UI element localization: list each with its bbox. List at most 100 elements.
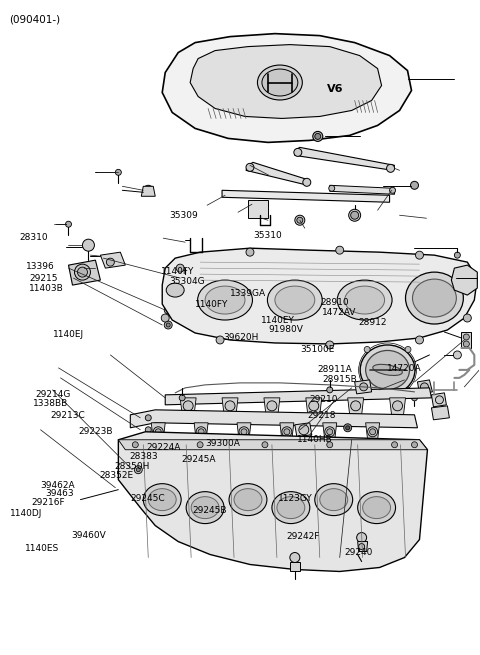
Text: 29215: 29215 — [29, 274, 58, 283]
Text: 39300A: 39300A — [205, 439, 240, 447]
Text: 29245A: 29245A — [181, 455, 216, 464]
Circle shape — [115, 170, 121, 176]
Circle shape — [368, 427, 378, 437]
Circle shape — [405, 346, 411, 352]
Circle shape — [411, 395, 418, 401]
Text: 29242F: 29242F — [287, 532, 320, 541]
Ellipse shape — [277, 496, 305, 519]
Circle shape — [144, 185, 153, 195]
Text: 29245B: 29245B — [192, 506, 227, 515]
Ellipse shape — [191, 496, 219, 519]
Ellipse shape — [345, 286, 384, 314]
Text: 1140EY: 1140EY — [261, 316, 294, 325]
Text: 1140FY: 1140FY — [194, 300, 228, 309]
Circle shape — [145, 415, 151, 421]
Circle shape — [166, 323, 170, 327]
Circle shape — [183, 401, 193, 411]
Circle shape — [262, 441, 268, 448]
Text: 29216F: 29216F — [32, 498, 65, 507]
Circle shape — [329, 185, 335, 191]
Circle shape — [181, 274, 189, 282]
Circle shape — [216, 336, 224, 344]
Circle shape — [346, 426, 350, 430]
Circle shape — [132, 441, 138, 448]
Polygon shape — [366, 422, 380, 440]
Circle shape — [145, 427, 151, 433]
Circle shape — [360, 383, 368, 391]
Polygon shape — [151, 422, 165, 440]
Polygon shape — [162, 248, 477, 344]
Text: 1140FY: 1140FY — [161, 267, 194, 276]
Circle shape — [239, 427, 249, 437]
Text: 29210: 29210 — [310, 395, 338, 404]
Text: 39462A: 39462A — [40, 481, 75, 489]
Ellipse shape — [363, 496, 391, 519]
Circle shape — [435, 396, 444, 404]
Text: 13396: 13396 — [25, 261, 54, 271]
Ellipse shape — [148, 489, 176, 511]
Circle shape — [65, 221, 72, 227]
Circle shape — [198, 429, 204, 435]
Text: 1140EJ: 1140EJ — [53, 330, 84, 339]
Text: 1338BB: 1338BB — [33, 400, 69, 409]
Circle shape — [416, 251, 423, 259]
Circle shape — [392, 441, 397, 448]
Circle shape — [416, 336, 423, 344]
Text: 28910: 28910 — [321, 297, 349, 307]
Polygon shape — [100, 252, 125, 268]
Circle shape — [344, 424, 352, 432]
Circle shape — [393, 401, 403, 411]
Circle shape — [155, 429, 161, 435]
Text: 29213C: 29213C — [50, 411, 85, 420]
Circle shape — [179, 395, 185, 401]
Polygon shape — [237, 422, 251, 440]
Polygon shape — [323, 422, 336, 440]
Text: 1339GA: 1339GA — [230, 289, 266, 298]
Text: 35310: 35310 — [253, 231, 282, 240]
Ellipse shape — [198, 280, 252, 320]
Text: 29218: 29218 — [307, 411, 336, 420]
Circle shape — [327, 429, 333, 435]
Ellipse shape — [257, 65, 302, 100]
Polygon shape — [162, 33, 411, 142]
Circle shape — [77, 267, 87, 277]
Circle shape — [410, 181, 419, 189]
Text: 28911A: 28911A — [318, 365, 352, 374]
Circle shape — [74, 264, 90, 280]
Polygon shape — [451, 265, 477, 295]
Ellipse shape — [320, 489, 348, 511]
Polygon shape — [119, 432, 428, 571]
Text: 28383: 28383 — [129, 453, 157, 461]
Text: 29245C: 29245C — [130, 495, 165, 503]
Circle shape — [348, 209, 360, 221]
Text: 1140ES: 1140ES — [24, 544, 59, 553]
Circle shape — [327, 441, 333, 448]
Circle shape — [364, 346, 370, 352]
Text: 14720A: 14720A — [387, 364, 422, 373]
Text: 35100E: 35100E — [300, 345, 334, 354]
Ellipse shape — [272, 492, 310, 523]
Ellipse shape — [373, 364, 402, 375]
Ellipse shape — [267, 280, 322, 320]
Circle shape — [327, 387, 333, 393]
Polygon shape — [248, 200, 268, 218]
Circle shape — [463, 341, 469, 347]
Circle shape — [294, 149, 302, 157]
Circle shape — [303, 178, 311, 186]
Polygon shape — [295, 147, 395, 170]
Polygon shape — [290, 561, 300, 571]
Polygon shape — [358, 542, 368, 552]
Text: (090401-): (090401-) — [9, 14, 60, 25]
Circle shape — [351, 212, 359, 219]
Circle shape — [405, 387, 411, 394]
Circle shape — [225, 401, 235, 411]
Circle shape — [455, 252, 460, 258]
Circle shape — [197, 441, 203, 448]
Polygon shape — [390, 398, 406, 415]
Text: V6: V6 — [326, 83, 343, 94]
Ellipse shape — [412, 279, 456, 317]
Polygon shape — [141, 186, 155, 196]
Circle shape — [364, 387, 370, 394]
Ellipse shape — [262, 69, 298, 96]
Text: 29223B: 29223B — [79, 427, 113, 436]
